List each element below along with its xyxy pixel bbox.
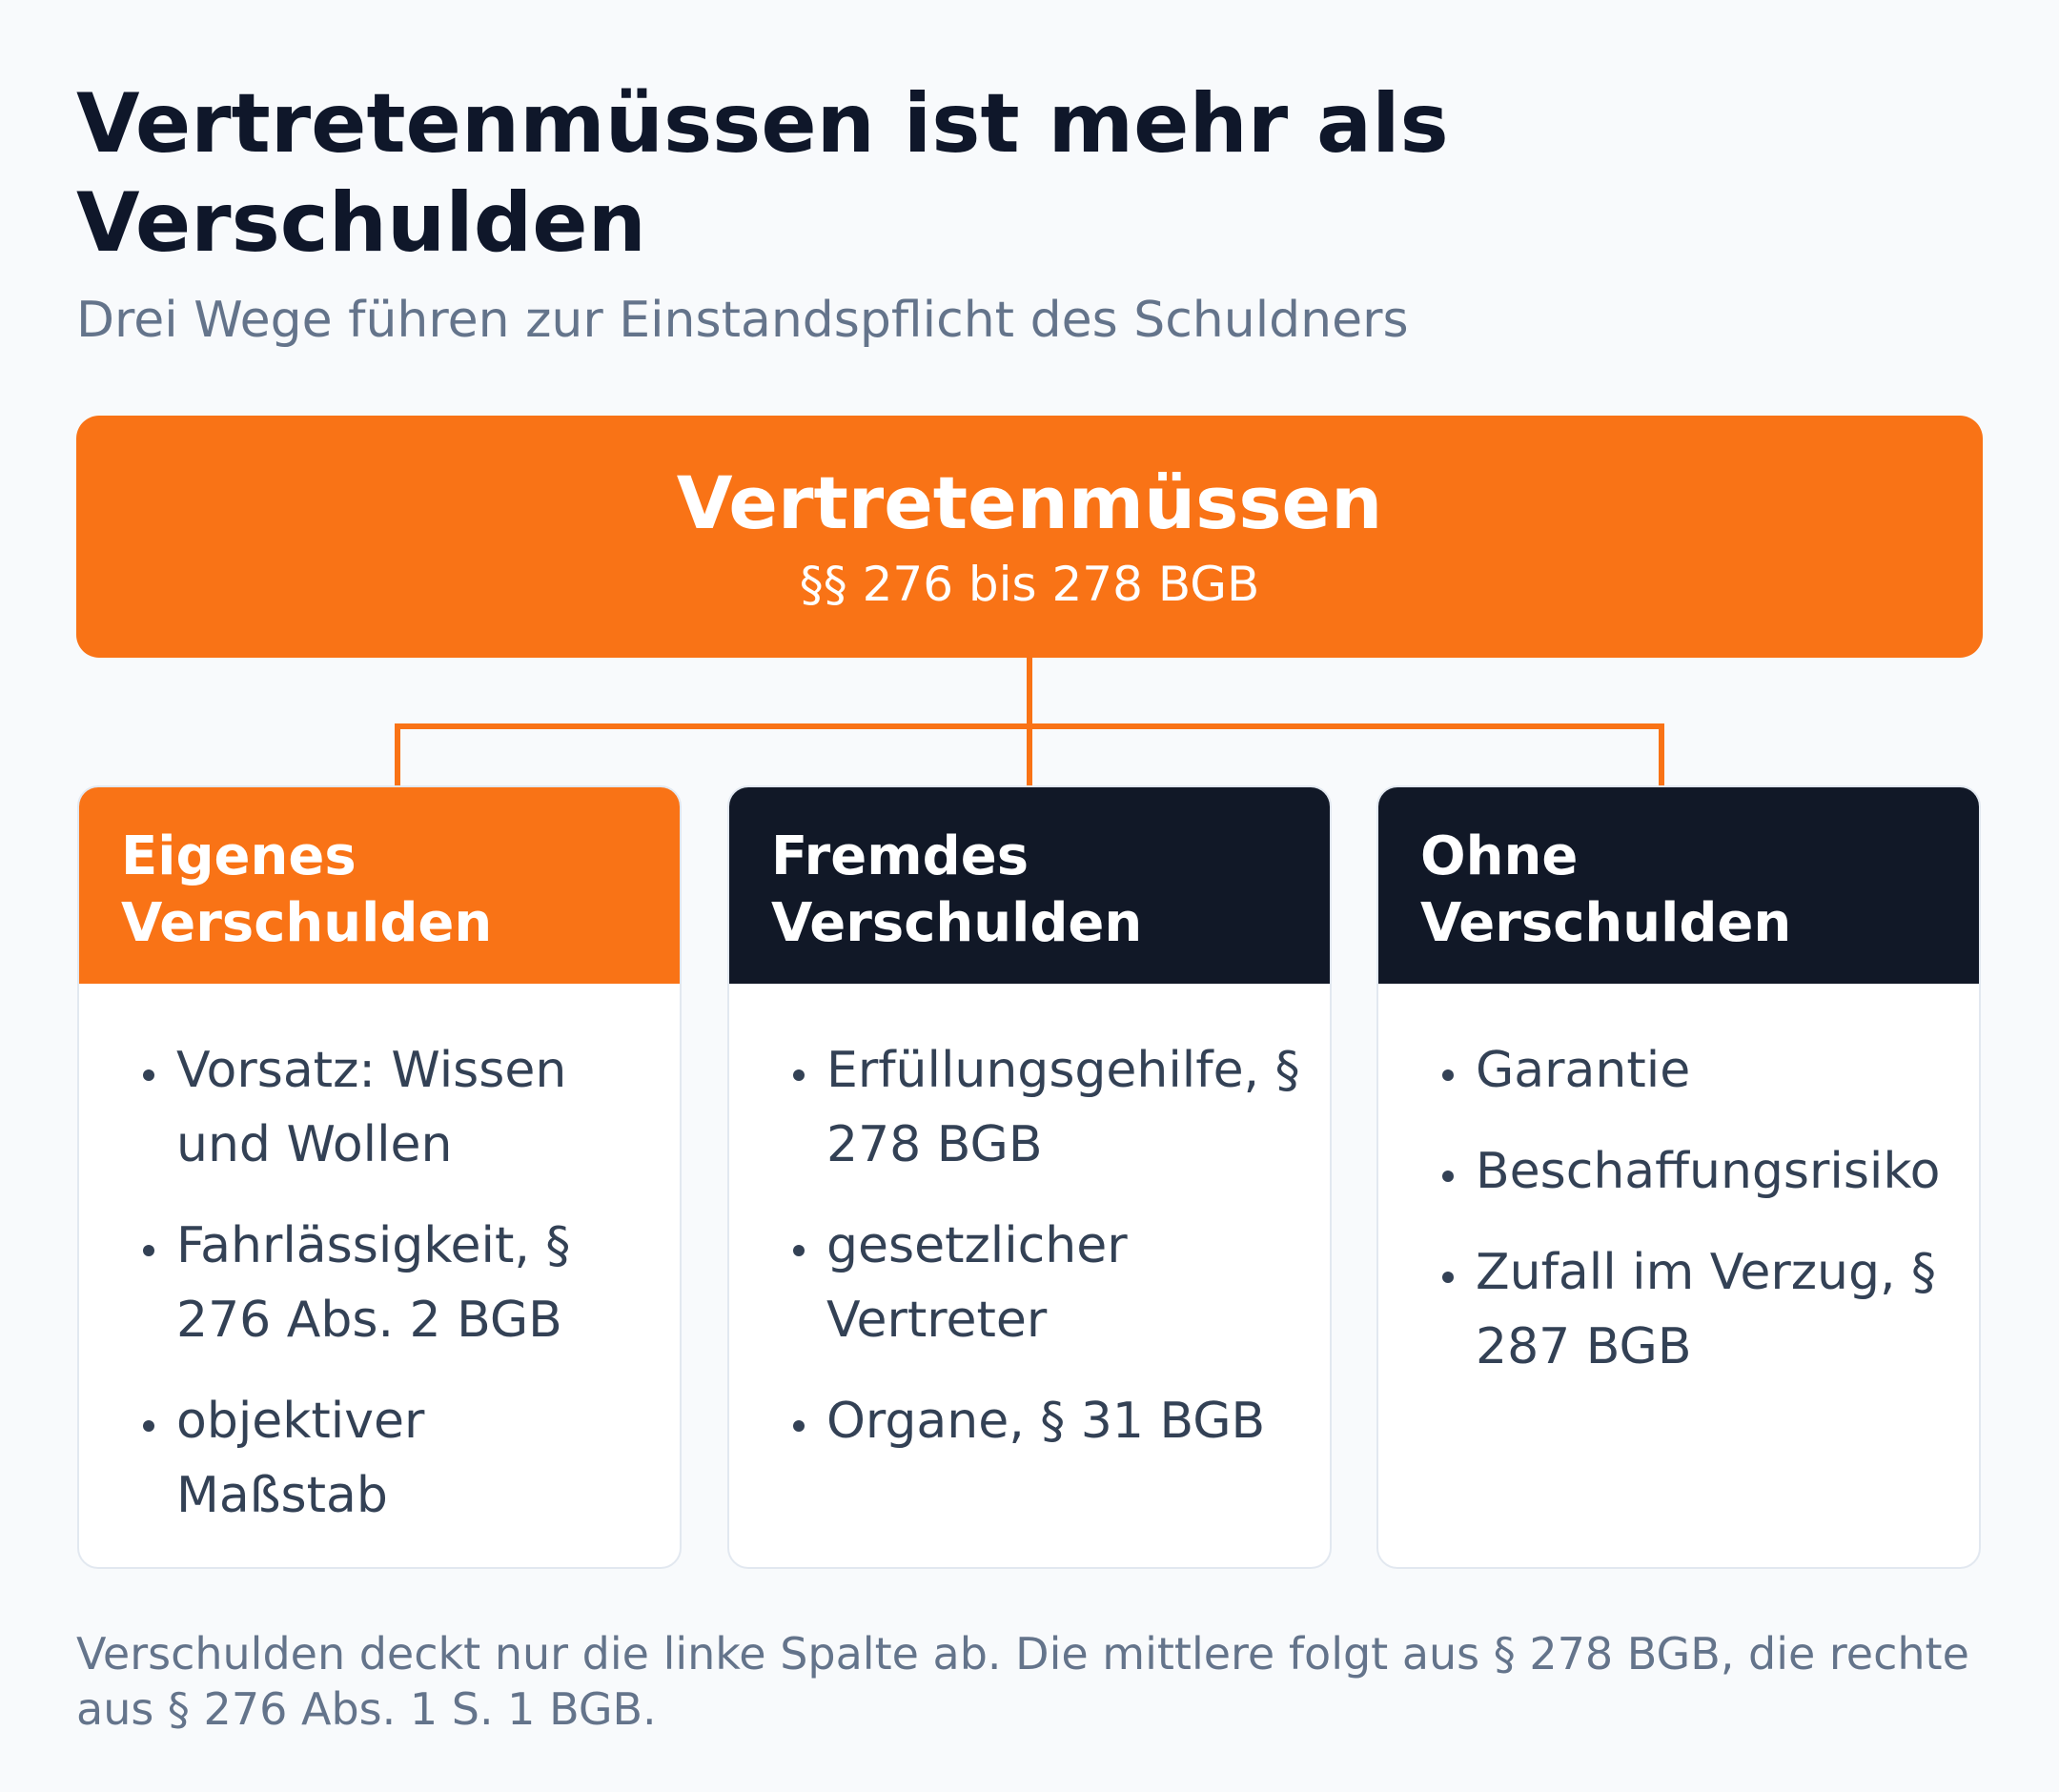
page-subtitle: Drei Wege führen zur Einstandspflicht de… xyxy=(76,292,1409,349)
root-node: Vertretenmüssen §§ 276 bis 278 BGB xyxy=(76,416,1983,658)
list-item: Organe, § 31 BGB xyxy=(823,1384,1301,1458)
column-card-fremdes-verschulden: Fremdes Verschulden Erfüllungsgehilfe, §… xyxy=(727,785,1332,1569)
column-header: Ohne Verschulden xyxy=(1378,787,1979,984)
root-node-title: Vertretenmüssen xyxy=(676,460,1383,545)
page-title: Vertretenmüssen ist mehr als Verschulden xyxy=(76,76,1449,271)
list-item: gesetzlicher Vertreter xyxy=(823,1209,1301,1357)
column-card-eigenes-verschulden: Eigenes Verschulden Vorsatz: Wissen und … xyxy=(77,785,682,1569)
footnote: Verschulden deckt nur die linke Spalte a… xyxy=(76,1628,1969,1735)
list-item: Erfüllungsgehilfe, § 278 BGB xyxy=(823,1033,1301,1182)
list-item: Zufall im Verzug, § 287 BGB xyxy=(1472,1235,1950,1384)
list-item: Garantie xyxy=(1472,1033,1950,1108)
column-header: Fremdes Verschulden xyxy=(729,787,1330,984)
list-item: Vorsatz: Wissen und Wollen xyxy=(173,1033,651,1182)
list-item: Beschaffungsrisiko xyxy=(1472,1134,1950,1209)
list-item: Fahrlässigkeit, § 276 Abs. 2 BGB xyxy=(173,1209,651,1357)
column-list: Vorsatz: Wissen und Wollen Fahrlässigkei… xyxy=(79,984,680,1533)
column-list: Erfüllungsgehilfe, § 278 BGB gesetzliche… xyxy=(729,984,1330,1458)
column-header: Eigenes Verschulden xyxy=(79,787,680,984)
column-list: Garantie Beschaffungsrisiko Zufall im Ve… xyxy=(1378,984,1979,1384)
column-card-ohne-verschulden: Ohne Verschulden Garantie Beschaffungsri… xyxy=(1376,785,1981,1569)
list-item: objektiver Maßstab xyxy=(173,1384,651,1533)
root-node-subtitle: §§ 276 bis 278 BGB xyxy=(799,557,1260,612)
